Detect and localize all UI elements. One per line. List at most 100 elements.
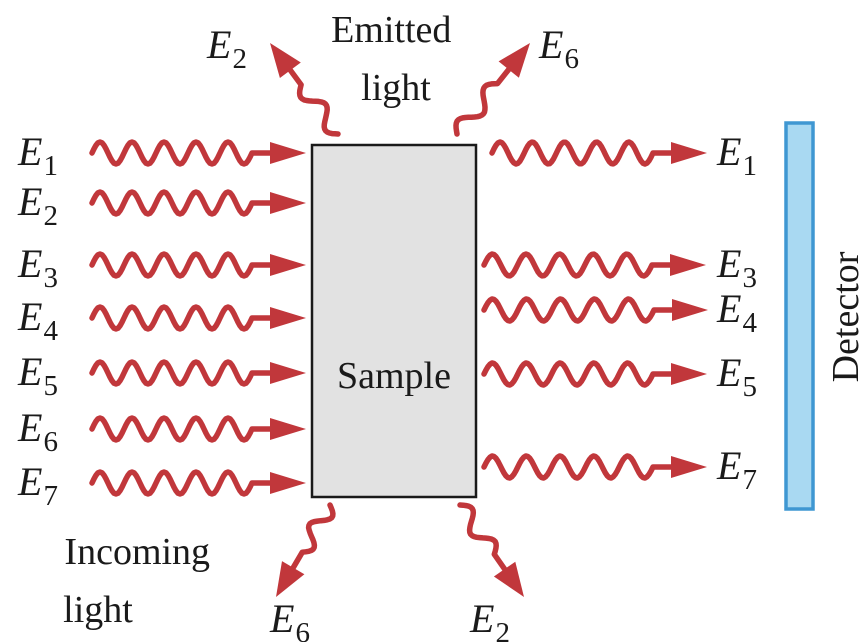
incoming-wave-2 bbox=[89, 189, 306, 217]
incoming-wave-6-arrowhead bbox=[270, 418, 306, 440]
transmitted-wave-3-arrowhead bbox=[672, 299, 708, 321]
incoming-wave-4-arrowhead bbox=[270, 307, 306, 329]
transmitted-energy-label-4-symbol: E bbox=[716, 350, 741, 395]
emitted-bottom-right-label: E2 bbox=[469, 596, 510, 642]
emitted-bottom-left-label-subscript: 6 bbox=[295, 617, 310, 642]
detector-label: Detector bbox=[825, 251, 866, 382]
incoming-energy-label-3: E3 bbox=[17, 241, 58, 294]
transmitted-energy-label-2-symbol: E bbox=[716, 241, 741, 286]
transmitted-wave-4-wave bbox=[481, 360, 674, 388]
sample-box bbox=[310, 143, 478, 499]
incoming-wave-3-wave bbox=[89, 251, 273, 279]
transmitted-wave-5-arrowhead bbox=[671, 456, 707, 478]
emitted-wave-top-left-arrowhead bbox=[270, 43, 301, 78]
incoming-energy-label-2-symbol: E bbox=[17, 179, 42, 224]
transmitted-energy-label-1: E1 bbox=[716, 129, 757, 182]
transmitted-energy-label-5-symbol: E bbox=[716, 443, 741, 488]
incoming-energy-label-1: E1 bbox=[17, 129, 58, 182]
emitted-wave-top-left-wave bbox=[287, 67, 341, 137]
transmitted-energy-label-3-subscript: 4 bbox=[742, 307, 757, 339]
incoming-wave-2-arrowhead bbox=[270, 192, 306, 214]
emitted-top-left-label-symbol: E bbox=[206, 22, 231, 67]
transmitted-wave-5 bbox=[481, 453, 707, 481]
incoming-wave-3 bbox=[89, 251, 306, 279]
transmitted-wave-4-arrowhead bbox=[671, 363, 707, 385]
emitted-wave-bottom-left-arrowhead bbox=[276, 561, 305, 597]
incoming-wave-7-arrowhead bbox=[270, 472, 306, 494]
transmitted-wave-4 bbox=[481, 360, 707, 388]
incoming-light-label: Incoming light bbox=[63, 531, 219, 631]
incoming-energy-label-5-symbol: E bbox=[17, 349, 42, 394]
incoming-energy-label-4: E4 bbox=[17, 294, 58, 347]
transmitted-energy-label-4: E5 bbox=[716, 350, 757, 403]
incoming-wave-5 bbox=[89, 359, 306, 387]
incoming-energy-label-4-symbol: E bbox=[17, 294, 42, 339]
transmitted-energy-label-3: E4 bbox=[716, 286, 757, 339]
incoming-energy-label-7-symbol: E bbox=[17, 459, 42, 504]
transmitted-wave-1-wave bbox=[489, 139, 674, 167]
incoming-energy-label-7-subscript: 7 bbox=[43, 480, 58, 512]
transmitted-wave-2 bbox=[481, 251, 706, 279]
incoming-energy-label-6-symbol: E bbox=[17, 405, 42, 450]
emitted-bottom-left-label: E6 bbox=[269, 596, 310, 642]
emitted-wave-top-right bbox=[453, 43, 530, 137]
incoming-wave-6 bbox=[89, 415, 306, 443]
emitted-wave-bottom-right-wave bbox=[457, 502, 508, 572]
emitted-wave-top-left bbox=[270, 43, 341, 137]
transmitted-wave-1-arrowhead bbox=[671, 142, 707, 164]
emitted-wave-top-right-arrowhead bbox=[498, 43, 530, 78]
incoming-energy-label-5-subscript: 5 bbox=[43, 370, 58, 402]
incoming-wave-3-arrowhead bbox=[270, 254, 306, 276]
incoming-wave-4 bbox=[89, 304, 306, 332]
incoming-energy-label-6-subscript: 6 bbox=[43, 426, 58, 458]
transmitted-wave-2-arrowhead bbox=[670, 254, 706, 276]
incoming-wave-7-wave bbox=[89, 469, 273, 497]
incoming-energy-label-7: E7 bbox=[17, 459, 58, 512]
incoming-wave-2-wave bbox=[89, 189, 273, 217]
emitted-bottom-right-label-subscript: 2 bbox=[495, 617, 510, 642]
incoming-energy-label-1-symbol: E bbox=[17, 129, 42, 174]
emitted-bottom-left-label-symbol: E bbox=[269, 596, 294, 641]
incoming-energy-label-1-subscript: 1 bbox=[43, 150, 58, 182]
transmitted-energy-label-2-subscript: 3 bbox=[742, 262, 757, 294]
detector-bar bbox=[784, 121, 815, 511]
incoming-wave-4-wave bbox=[89, 304, 273, 332]
transmitted-wave-3 bbox=[481, 296, 708, 324]
emitted-top-right-label-subscript: 6 bbox=[564, 43, 579, 75]
transmitted-energy-label-5: E7 bbox=[716, 443, 757, 496]
sample-label: Sample bbox=[337, 355, 451, 397]
transmitted-wave-2-wave bbox=[481, 251, 673, 279]
emitted-bottom-right-label-symbol: E bbox=[469, 596, 494, 641]
incoming-wave-5-arrowhead bbox=[270, 362, 306, 384]
transmitted-energy-label-3-symbol: E bbox=[716, 286, 741, 331]
emitted-wave-bottom-left-wave bbox=[290, 502, 336, 571]
incoming-wave-5-wave bbox=[89, 359, 273, 387]
transmitted-energy-label-2: E3 bbox=[716, 241, 757, 294]
incoming-wave-1-wave bbox=[89, 139, 273, 167]
incoming-energy-label-5: E5 bbox=[17, 349, 58, 402]
emitted-top-right-label: E6 bbox=[538, 22, 579, 75]
transmitted-wave-5-wave bbox=[481, 453, 674, 481]
incoming-wave-1-arrowhead bbox=[270, 142, 306, 164]
emitted-light-label: Emitted light bbox=[331, 9, 461, 109]
transmitted-energy-label-4-subscript: 5 bbox=[742, 371, 757, 403]
transmitted-wave-3-wave bbox=[481, 296, 675, 324]
transmitted-energy-label-1-symbol: E bbox=[716, 129, 741, 174]
incoming-energy-label-2-subscript: 2 bbox=[43, 200, 58, 232]
transmitted-wave-1 bbox=[489, 139, 707, 167]
incoming-wave-1 bbox=[89, 139, 306, 167]
incoming-energy-label-3-subscript: 3 bbox=[43, 262, 58, 294]
emitted-wave-top-right-wave bbox=[453, 66, 512, 137]
emitted-wave-bottom-right bbox=[457, 502, 524, 597]
incoming-energy-label-3-symbol: E bbox=[17, 241, 42, 286]
emitted-wave-bottom-left bbox=[276, 502, 336, 597]
emitted-wave-bottom-right-arrowhead bbox=[493, 561, 524, 597]
light-waves bbox=[89, 43, 708, 597]
transmitted-energy-label-5-subscript: 7 bbox=[742, 464, 757, 496]
emitted-top-left-label: E2 bbox=[206, 22, 247, 75]
incoming-energy-label-4-subscript: 4 bbox=[43, 315, 58, 347]
incoming-energy-label-2: E2 bbox=[17, 179, 58, 232]
